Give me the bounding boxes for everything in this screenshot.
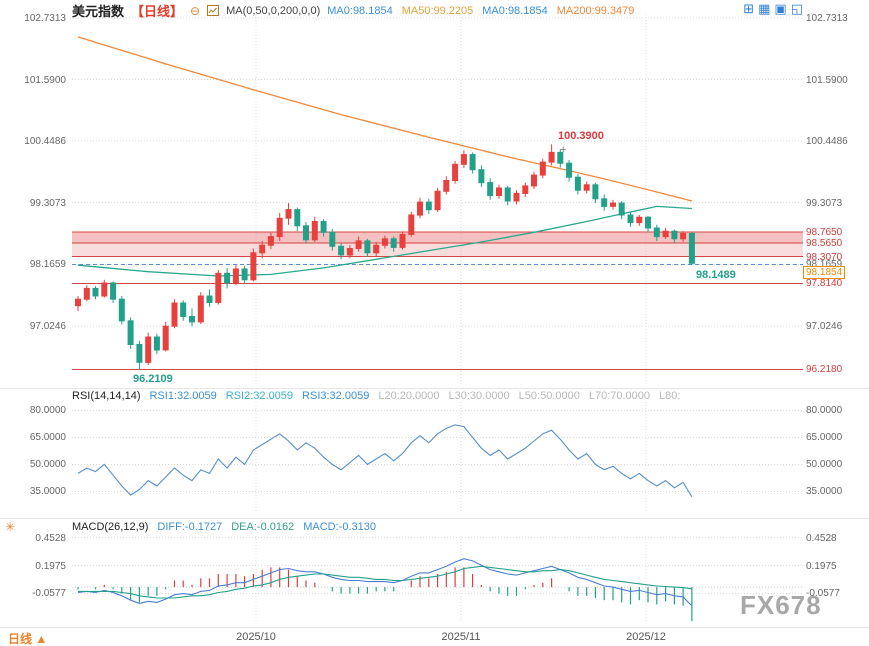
period-selector[interactable]: 日线 ▲ bbox=[8, 630, 47, 646]
y-axis-label: 101.5900 bbox=[806, 75, 848, 86]
indicator-value: MACD:-0.3130 bbox=[303, 521, 376, 533]
pane-grid-icon[interactable]: ▦ bbox=[758, 1, 771, 16]
period-label: 日线 bbox=[8, 632, 33, 646]
y-axis-label: 102.7313 bbox=[806, 13, 848, 24]
y-axis-label: 98.1659 bbox=[806, 259, 843, 270]
macd-indicator-name: MACD(26,12,9) bbox=[72, 521, 149, 533]
indicator-value: L50:50.0000 bbox=[518, 390, 580, 402]
indicator-value: L80: bbox=[659, 390, 681, 402]
date-label: 2025/12 bbox=[626, 631, 666, 643]
bottom-bar bbox=[0, 627, 869, 646]
annotation-label: 100.3900 bbox=[558, 130, 604, 142]
y-axis-label: 80.0000 bbox=[29, 405, 66, 416]
y-axis-label: 102.7313 bbox=[24, 13, 66, 24]
y-axis-label: 50.0000 bbox=[806, 459, 843, 470]
pane-window-icon[interactable]: ▣ bbox=[774, 1, 787, 16]
current-price-badge: 98.1854 bbox=[803, 266, 846, 279]
y-axis-label: 101.5900 bbox=[24, 75, 66, 86]
y-axis-label: 65.0000 bbox=[806, 432, 843, 443]
y-axis-label: 99.3073 bbox=[29, 198, 66, 209]
y-axis-label: 98.1659 bbox=[29, 259, 66, 270]
ma200-line bbox=[77, 36, 693, 202]
y-axis-label: -0.0577 bbox=[806, 588, 840, 599]
period-tag: 【日线】 bbox=[131, 4, 184, 19]
price-level-label: 96.2180 bbox=[806, 364, 843, 375]
panel-separator bbox=[0, 518, 869, 519]
price-level-label: 97.8140 bbox=[806, 278, 843, 289]
macd-dea-line bbox=[78, 565, 692, 599]
date-label: 2025/11 bbox=[441, 631, 481, 643]
rsi-line bbox=[77, 424, 693, 498]
ma-values: MA0:98.1854 MA50:99.2205 MA0:98.1854 MA200:… bbox=[327, 5, 634, 17]
indicator-value: RSI1:32.0059 bbox=[149, 390, 217, 402]
symbol-title: 美元指数 bbox=[72, 4, 125, 19]
indicator-value: DIFF:-0.1727 bbox=[157, 521, 223, 533]
panel-separator bbox=[0, 388, 869, 389]
add-pane-icon[interactable]: ⊞ bbox=[743, 1, 755, 16]
y-axis-label: 0.4528 bbox=[35, 533, 66, 544]
y-axis-label: 0.1975 bbox=[806, 561, 837, 572]
rsi-indicator-name: RSI(14,14,14) bbox=[72, 390, 141, 402]
indicator-value: L20:20.0000 bbox=[378, 390, 440, 402]
indicator-value: DEA:-0.0162 bbox=[231, 521, 295, 533]
price-level-label: 98.3070 bbox=[806, 252, 843, 263]
price-level-label: 98.7650 bbox=[806, 227, 843, 238]
y-axis-label: 35.0000 bbox=[806, 486, 843, 497]
annotation-label: 96.2109 bbox=[133, 373, 173, 385]
macd-header: MACD(26,12,9) DIFF:-0.1727 DEA:-0.0162 MAC… bbox=[72, 521, 376, 533]
indicator-settings-icon[interactable]: ✳ bbox=[5, 520, 16, 534]
y-axis-label: 100.4486 bbox=[24, 136, 66, 147]
main-chart-header: 美元指数 【日线】 ⊖ MA(0,50,0,200,0,0) MA0:98.18… bbox=[72, 1, 634, 20]
indicator-value: MA0:98.1854 bbox=[482, 4, 548, 17]
indicator-value: L70:70.0000 bbox=[588, 390, 651, 402]
price-level-lines bbox=[72, 231, 803, 370]
candlestick-layer bbox=[75, 144, 695, 370]
y-axis-label: 0.1975 bbox=[35, 561, 66, 572]
chart-toolbar: ⊞ ▦ ▣ ◱ bbox=[743, 2, 803, 15]
date-label: 2025/10 bbox=[236, 631, 276, 643]
indicator-value: MA50:99.2205 bbox=[401, 4, 474, 17]
indicator-value: RSI3:32.0059 bbox=[302, 390, 370, 402]
rsi-header: RSI(14,14,14) RSI1:32.0059 RSI2:32.0059 RS… bbox=[72, 390, 680, 402]
y-axis-label: 80.0000 bbox=[806, 405, 843, 416]
y-axis-label: 99.3073 bbox=[806, 198, 843, 209]
ma-chart-icon[interactable] bbox=[207, 5, 220, 16]
y-axis-label: 65.0000 bbox=[29, 432, 66, 443]
annotation-label: 98.1489 bbox=[696, 269, 736, 281]
y-axis-label: 100.4486 bbox=[806, 136, 848, 147]
indicator-value: L30:30.0000 bbox=[448, 390, 510, 402]
price-level-label: 98.5650 bbox=[806, 238, 843, 249]
indicator-value: RSI2:32.0059 bbox=[225, 390, 294, 402]
indicator-value: MA0:98.1854 bbox=[327, 4, 393, 17]
y-axis-label: 35.0000 bbox=[29, 486, 66, 497]
y-axis-label: 0.4528 bbox=[806, 533, 837, 544]
y-axis-label: 50.0000 bbox=[29, 459, 66, 470]
y-axis-label: 97.0246 bbox=[806, 321, 843, 332]
y-axis-label: -0.0577 bbox=[32, 588, 66, 599]
arrow-up-icon: ▲ bbox=[35, 632, 48, 646]
macd-diff-line bbox=[77, 558, 693, 607]
macd-histogram bbox=[77, 567, 693, 622]
y-axis-label: 97.0246 bbox=[29, 321, 66, 332]
ma-settings-label: MA(0,50,0,200,0,0) bbox=[226, 4, 321, 17]
fullscreen-icon[interactable]: ◱ bbox=[790, 1, 803, 16]
collapse-icon[interactable]: ⊖ bbox=[190, 3, 201, 18]
indicator-value: MA200:99.3479 bbox=[556, 4, 635, 17]
annotation-label: + bbox=[560, 144, 567, 156]
